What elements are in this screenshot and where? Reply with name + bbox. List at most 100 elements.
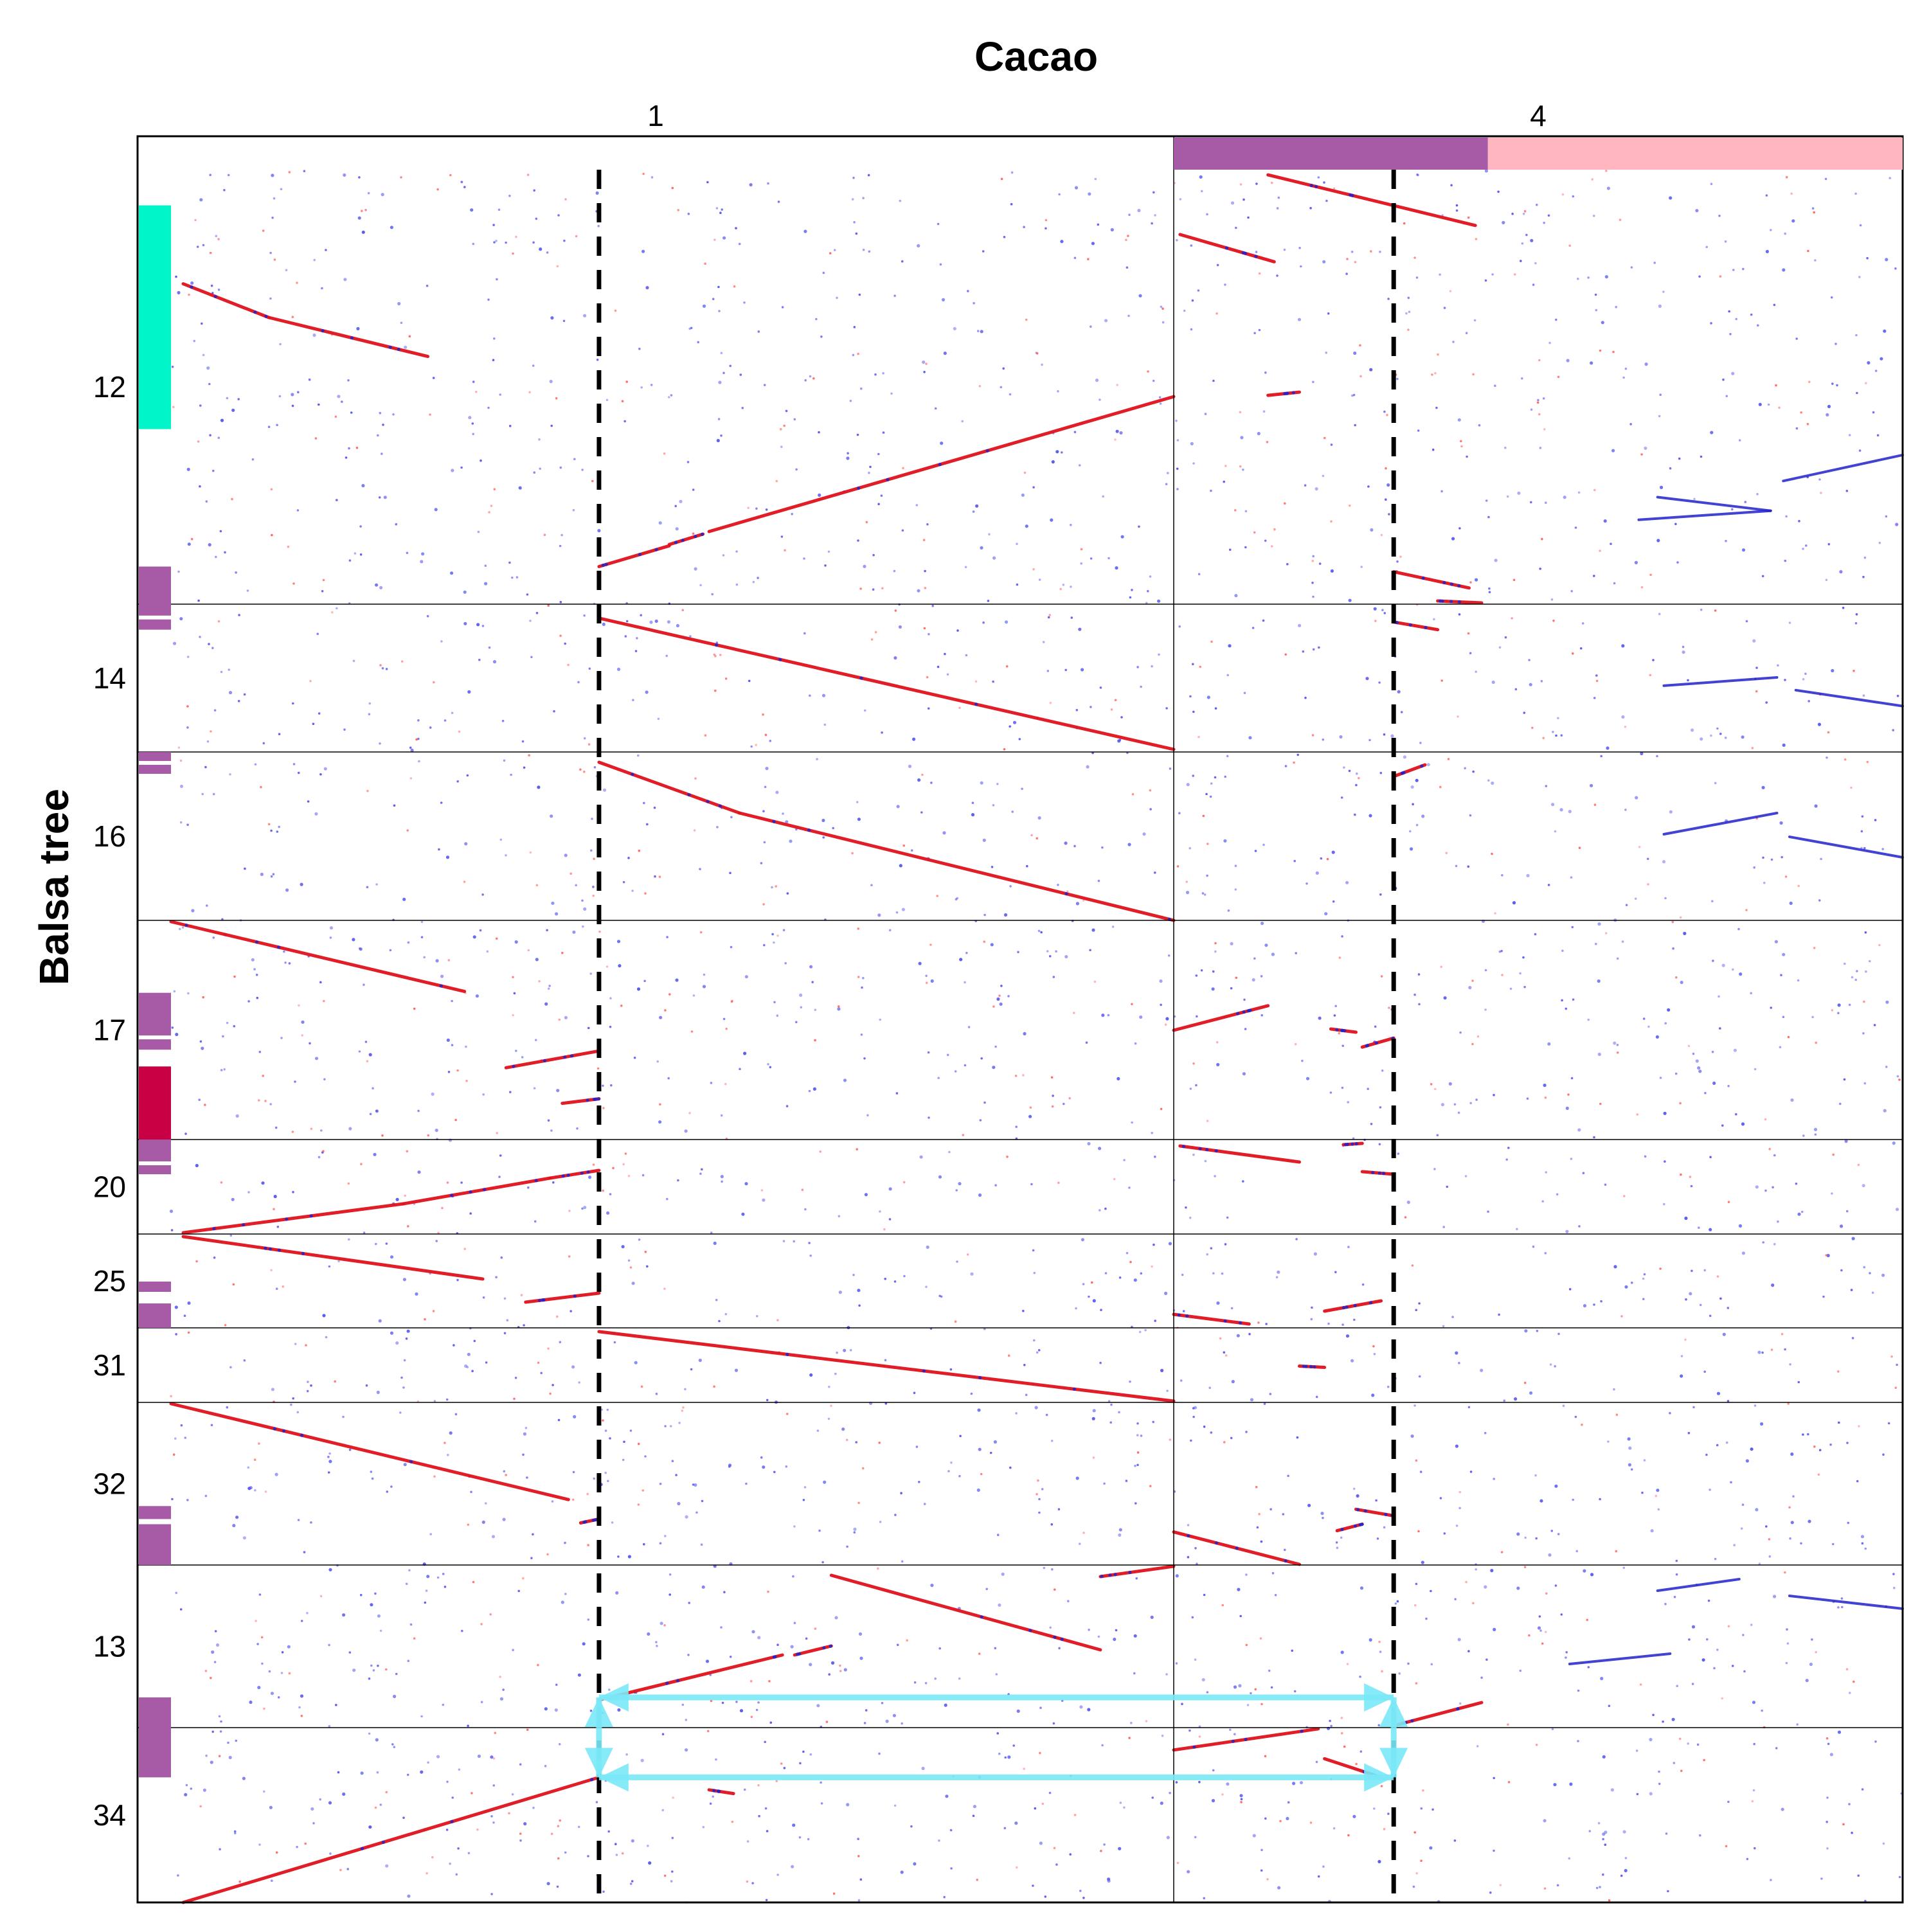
noise-dot-blue [1022, 1309, 1025, 1312]
noise-dot-red [300, 1715, 303, 1717]
noise-dot-blue [1034, 1807, 1037, 1810]
noise-dot-blue [306, 1612, 309, 1614]
noise-dot-blue [1287, 1474, 1289, 1478]
noise-dot-blue [1863, 846, 1866, 850]
noise-dot-blue [1415, 276, 1419, 279]
noise-dot-blue [1204, 1159, 1207, 1163]
synteny-block [1662, 812, 1779, 836]
noise-dot-blue [1664, 897, 1667, 900]
noise-dot-blue [1845, 1210, 1849, 1213]
noise-dot-red [1125, 238, 1127, 242]
noise-dot-blue [538, 438, 541, 441]
noise-dot-blue [769, 740, 772, 742]
y-tick-label: 31 [93, 1348, 126, 1382]
noise-dot-blue [730, 816, 733, 819]
noise-dot-blue [1485, 1658, 1488, 1661]
noise-dot-blue [217, 289, 220, 291]
noise-dot-blue [174, 1305, 178, 1309]
noise-dot-blue [1602, 1832, 1606, 1836]
noise-dot-blue [429, 1533, 432, 1535]
noise-dot-red [1781, 1332, 1784, 1336]
noise-dot-blue [1092, 1299, 1096, 1303]
noise-dot-blue [1192, 1415, 1195, 1418]
noise-dot-blue [776, 1874, 779, 1876]
noise-dot-blue [1846, 1442, 1849, 1444]
noise-dot-blue [1075, 1307, 1077, 1310]
noise-dot-blue [1556, 1884, 1559, 1887]
noise-dot-blue [1387, 298, 1390, 300]
noise-dot-red [1266, 1878, 1269, 1881]
noise-dot-blue [764, 1740, 766, 1744]
noise-dot-blue [1000, 985, 1003, 987]
synteny-block-dot [1072, 1387, 1076, 1391]
noise-dot-blue [692, 488, 695, 491]
noise-dot-blue [1551, 1728, 1554, 1731]
noise-dot-blue [291, 393, 294, 397]
noise-dot-blue [1136, 1434, 1139, 1436]
noise-dot-blue [855, 232, 858, 235]
noise-dot-blue [1118, 1276, 1122, 1279]
noise-dot-blue [312, 722, 315, 726]
noise-dot-blue [1455, 864, 1458, 868]
noise-dot-red [1619, 219, 1622, 221]
noise-dot-blue [1722, 378, 1725, 381]
noise-dot-blue [734, 1368, 739, 1372]
noise-dot-blue [1674, 1072, 1678, 1075]
ancestral-block-top [1174, 138, 1488, 170]
noise-dot-blue [318, 403, 320, 406]
noise-dot-blue [1268, 1669, 1271, 1672]
noise-dot-blue [186, 467, 190, 471]
noise-dot-blue [615, 1854, 618, 1856]
noise-dot-blue [223, 189, 226, 192]
noise-dot-blue [417, 1109, 420, 1113]
noise-dot-blue [1777, 664, 1779, 667]
noise-dot-blue [1892, 1141, 1896, 1145]
noise-dot-blue [325, 1336, 328, 1339]
noise-dot-blue [857, 1289, 861, 1292]
noise-dot-blue [539, 247, 543, 251]
noise-dot-blue [1015, 1412, 1018, 1415]
noise-dot-blue [1625, 904, 1628, 906]
noise-dot-red [1679, 1102, 1682, 1105]
noise-dot-blue [1198, 1725, 1201, 1728]
noise-dot-red [527, 949, 530, 952]
noise-dot-red [668, 993, 671, 996]
noise-dot-red [535, 884, 539, 887]
noise-dot-blue [1313, 1252, 1317, 1256]
noise-dot-blue [1001, 1572, 1005, 1576]
noise-dot-blue [1718, 215, 1721, 217]
noise-dot-blue [327, 1456, 330, 1458]
noise-dot-blue [1856, 970, 1858, 972]
noise-dot-blue [1325, 199, 1328, 202]
noise-dot-red [1624, 726, 1627, 728]
noise-dot-blue [1860, 1535, 1865, 1539]
noise-dot-blue [262, 742, 265, 745]
noise-dot-blue [1837, 1003, 1841, 1007]
noise-dot-red [1787, 1402, 1790, 1405]
noise-dot-red [1825, 1254, 1828, 1257]
noise-dot-blue [1261, 1848, 1263, 1852]
noise-dot-blue [177, 1874, 179, 1877]
noise-dot-red [575, 235, 578, 238]
noise-dot-blue [847, 452, 849, 454]
noise-dot-red [1447, 758, 1450, 760]
noise-dot-blue [1519, 1669, 1522, 1672]
noise-dot-blue [1167, 472, 1169, 474]
noise-dot-blue [901, 908, 905, 911]
noise-dot-blue [1250, 1398, 1254, 1402]
synteny-block [1099, 1564, 1176, 1579]
noise-dot-red [1219, 1337, 1222, 1340]
synteny-block-dot [1343, 1029, 1347, 1033]
noise-dot-blue [809, 1373, 813, 1377]
noise-dot-red [954, 1320, 957, 1323]
noise-dot-red [1221, 1604, 1224, 1607]
noise-dot-blue [1808, 1519, 1811, 1523]
noise-dot-blue [720, 1114, 723, 1117]
noise-dot-blue [721, 1701, 724, 1704]
noise-dot-red [819, 1150, 821, 1153]
noise-dot-blue [1292, 1782, 1296, 1785]
noise-dot-blue [836, 1351, 838, 1354]
noise-dot-blue [1157, 599, 1161, 603]
noise-dot-blue [1262, 843, 1265, 846]
noise-dot-blue [712, 1795, 714, 1798]
